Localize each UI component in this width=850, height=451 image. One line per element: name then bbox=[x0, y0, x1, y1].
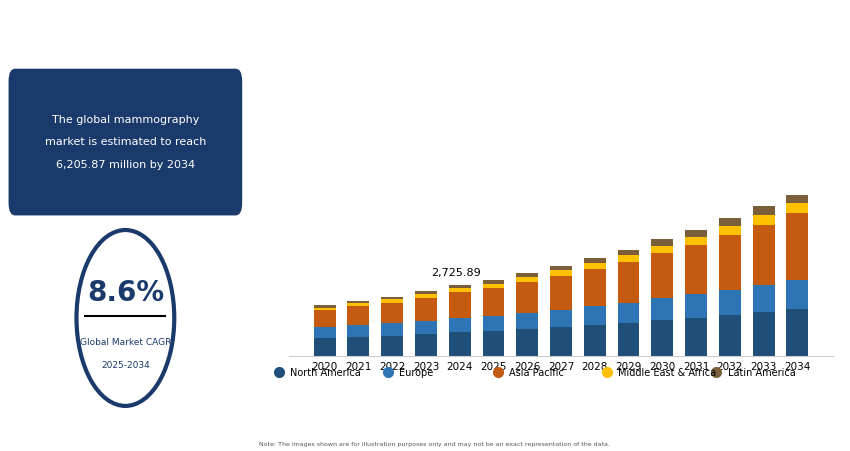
Bar bbox=[618, 262, 639, 303]
Bar bbox=[618, 249, 639, 255]
Text: Mammography Market: Mammography Market bbox=[269, 11, 516, 31]
Circle shape bbox=[76, 230, 174, 406]
Text: North America: North America bbox=[290, 368, 360, 378]
Bar bbox=[550, 271, 572, 276]
Bar bbox=[415, 298, 437, 321]
Bar bbox=[786, 195, 808, 202]
Bar bbox=[550, 327, 572, 356]
Text: 2025-2034: 2025-2034 bbox=[101, 361, 150, 370]
Bar bbox=[483, 288, 504, 316]
Bar bbox=[348, 337, 370, 356]
Bar bbox=[786, 202, 808, 213]
Bar bbox=[651, 246, 673, 253]
Text: 2,725.89: 2,725.89 bbox=[432, 268, 481, 278]
Bar bbox=[483, 331, 504, 356]
Bar bbox=[382, 303, 403, 323]
Bar bbox=[618, 255, 639, 262]
Bar bbox=[449, 288, 471, 292]
Bar bbox=[314, 327, 336, 338]
Bar bbox=[618, 323, 639, 356]
Bar bbox=[651, 298, 673, 320]
Bar bbox=[719, 235, 740, 290]
Bar bbox=[584, 258, 606, 263]
Bar bbox=[483, 316, 504, 331]
Bar bbox=[685, 230, 707, 237]
FancyBboxPatch shape bbox=[8, 68, 243, 216]
Bar bbox=[719, 218, 740, 226]
Bar bbox=[550, 310, 572, 327]
Bar bbox=[584, 269, 606, 307]
Text: Europe: Europe bbox=[400, 368, 434, 378]
Bar bbox=[348, 304, 370, 307]
Bar bbox=[348, 325, 370, 337]
Text: Note: The images shown are for illustration purposes only and may not be an exac: Note: The images shown are for illustrat… bbox=[259, 442, 610, 447]
Bar bbox=[786, 309, 808, 356]
Bar bbox=[752, 285, 774, 312]
Bar bbox=[415, 294, 437, 298]
Bar bbox=[516, 329, 538, 356]
Bar bbox=[382, 336, 403, 356]
Bar bbox=[516, 273, 538, 277]
Bar bbox=[516, 282, 538, 313]
Bar bbox=[584, 325, 606, 356]
Bar bbox=[752, 206, 774, 215]
Bar bbox=[685, 245, 707, 294]
Bar bbox=[584, 263, 606, 269]
Bar bbox=[348, 301, 370, 304]
Bar bbox=[516, 277, 538, 282]
Bar bbox=[651, 320, 673, 356]
Bar bbox=[449, 332, 471, 356]
Bar bbox=[618, 303, 639, 323]
Text: market is estimated to reach: market is estimated to reach bbox=[45, 137, 206, 147]
Bar bbox=[786, 213, 808, 281]
Bar bbox=[550, 276, 572, 310]
Bar bbox=[449, 318, 471, 332]
Text: Global Market CAGR: Global Market CAGR bbox=[80, 338, 171, 347]
Bar bbox=[382, 323, 403, 336]
Text: Source: www.polarismarketresearch.com: Source: www.polarismarketresearch.com bbox=[65, 438, 185, 443]
Bar bbox=[651, 239, 673, 246]
Bar bbox=[516, 313, 538, 329]
Text: POLARIS: POLARIS bbox=[156, 26, 230, 41]
Bar bbox=[584, 307, 606, 325]
Text: ✱: ✱ bbox=[77, 28, 88, 40]
Bar bbox=[382, 297, 403, 299]
Bar bbox=[415, 291, 437, 294]
Bar bbox=[348, 307, 370, 325]
Bar bbox=[483, 280, 504, 284]
Bar bbox=[415, 321, 437, 334]
Bar bbox=[786, 281, 808, 309]
Bar bbox=[719, 290, 740, 315]
Text: Size, By Region, 2020 - 2034 (USD Million): Size, By Region, 2020 - 2034 (USD Millio… bbox=[269, 50, 505, 60]
Text: MARKET RESEARCH: MARKET RESEARCH bbox=[88, 47, 163, 56]
Bar bbox=[449, 292, 471, 318]
Text: Asia Pacific: Asia Pacific bbox=[509, 368, 564, 378]
Text: Latin America: Latin America bbox=[728, 368, 796, 378]
Text: The global mammography: The global mammography bbox=[52, 115, 199, 124]
Bar bbox=[752, 225, 774, 285]
Text: Middle East & Africa: Middle East & Africa bbox=[618, 368, 717, 378]
Bar bbox=[314, 310, 336, 327]
Text: 6,205.87 million by 2034: 6,205.87 million by 2034 bbox=[56, 160, 195, 170]
Bar bbox=[685, 237, 707, 245]
Bar bbox=[449, 285, 471, 288]
Bar bbox=[752, 215, 774, 225]
Bar bbox=[719, 226, 740, 235]
Bar bbox=[314, 308, 336, 310]
Text: 8.6%: 8.6% bbox=[87, 279, 164, 307]
Bar bbox=[314, 338, 336, 356]
Bar bbox=[685, 294, 707, 318]
Bar bbox=[719, 315, 740, 356]
Bar bbox=[752, 312, 774, 356]
Bar bbox=[382, 299, 403, 303]
Bar bbox=[415, 334, 437, 356]
Bar bbox=[483, 284, 504, 288]
Bar bbox=[314, 305, 336, 308]
Bar bbox=[685, 318, 707, 356]
Bar bbox=[651, 253, 673, 298]
Bar bbox=[550, 266, 572, 271]
